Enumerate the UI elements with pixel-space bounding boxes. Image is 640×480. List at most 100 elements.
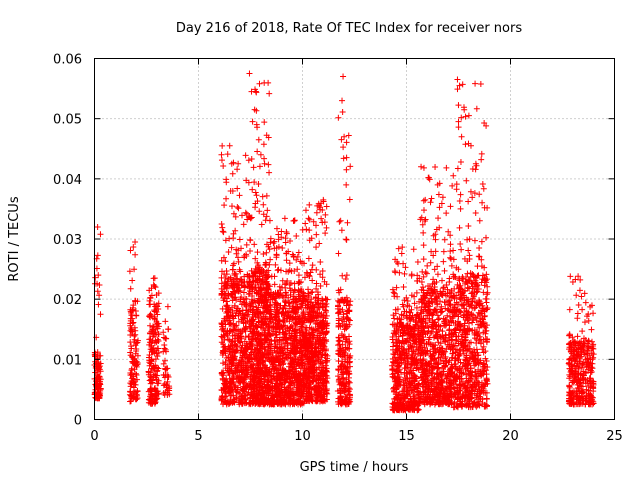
data-point xyxy=(309,289,315,295)
data-point xyxy=(254,192,260,198)
data-point xyxy=(436,191,442,197)
data-point xyxy=(219,143,225,149)
data-point xyxy=(439,278,445,284)
data-point xyxy=(391,316,397,322)
data-point xyxy=(313,232,319,238)
data-point xyxy=(420,230,426,236)
data-point xyxy=(316,241,322,247)
data-point xyxy=(262,161,268,167)
data-point xyxy=(96,292,102,298)
data-point xyxy=(296,272,302,278)
data-point xyxy=(275,231,281,237)
data-point xyxy=(440,194,446,200)
data-point xyxy=(347,163,353,169)
data-point xyxy=(429,196,435,202)
data-point xyxy=(458,247,464,253)
data-point xyxy=(343,167,349,173)
data-point xyxy=(323,225,329,231)
data-point xyxy=(234,166,240,172)
data-point xyxy=(306,227,312,233)
data-point xyxy=(340,144,346,150)
data-point xyxy=(220,228,226,234)
data-point xyxy=(441,249,447,255)
data-point xyxy=(443,210,449,216)
data-point xyxy=(399,244,405,250)
data-point xyxy=(223,176,229,182)
data-point xyxy=(243,152,249,158)
data-point xyxy=(347,196,353,202)
data-point xyxy=(335,115,341,121)
data-point xyxy=(479,151,485,157)
data-point xyxy=(296,249,302,255)
data-point xyxy=(322,230,328,236)
data-point xyxy=(254,149,260,155)
data-point xyxy=(235,254,241,260)
data-point xyxy=(241,221,247,227)
data-point xyxy=(344,155,350,161)
data-point xyxy=(98,311,104,317)
data-point xyxy=(162,345,168,351)
data-point xyxy=(272,262,278,268)
data-point xyxy=(279,245,285,251)
data-point xyxy=(415,259,421,265)
data-point xyxy=(314,210,320,216)
data-point xyxy=(396,246,402,252)
data-point xyxy=(165,326,171,332)
data-point xyxy=(246,157,252,163)
data-point xyxy=(424,263,430,269)
data-point xyxy=(161,361,167,367)
data-point xyxy=(253,190,259,196)
data-point xyxy=(226,249,232,255)
data-point xyxy=(477,218,483,224)
data-point xyxy=(324,359,330,365)
data-point xyxy=(219,221,225,227)
data-point xyxy=(97,231,103,237)
data-point xyxy=(440,259,446,265)
data-point xyxy=(283,235,289,241)
data-point xyxy=(257,163,263,169)
data-point xyxy=(229,203,235,209)
data-point xyxy=(324,203,330,209)
data-point xyxy=(220,163,226,169)
data-point xyxy=(235,205,241,211)
data-point xyxy=(313,244,319,250)
data-point xyxy=(292,217,298,223)
data-point xyxy=(306,202,312,208)
data-point xyxy=(222,258,228,264)
data-point xyxy=(284,257,290,263)
data-point xyxy=(442,268,448,274)
data-point xyxy=(306,215,312,221)
data-point xyxy=(421,242,427,248)
data-point xyxy=(344,272,350,278)
data-point xyxy=(267,257,273,263)
data-point xyxy=(313,267,319,273)
data-point xyxy=(162,318,168,324)
data-point xyxy=(129,277,135,283)
data-point xyxy=(472,81,478,87)
data-point xyxy=(447,248,453,254)
data-point xyxy=(344,139,350,145)
data-point xyxy=(263,250,269,256)
data-point xyxy=(219,157,225,163)
data-point xyxy=(447,203,453,209)
data-point xyxy=(399,251,405,257)
data-point xyxy=(147,339,153,345)
data-point xyxy=(409,271,415,277)
data-point xyxy=(341,155,347,161)
data-point xyxy=(261,141,267,147)
data-point xyxy=(234,204,240,210)
data-point xyxy=(457,198,463,204)
data-point xyxy=(336,219,342,225)
data-point xyxy=(221,229,227,235)
data-point xyxy=(303,226,309,232)
data-point xyxy=(339,273,345,279)
data-point xyxy=(464,271,470,277)
data-point xyxy=(302,220,308,226)
data-point xyxy=(237,192,243,198)
data-point xyxy=(154,353,160,359)
data-point xyxy=(343,276,349,282)
data-point xyxy=(257,81,263,87)
data-point xyxy=(455,165,461,171)
data-point xyxy=(344,237,350,243)
data-point xyxy=(221,202,227,208)
